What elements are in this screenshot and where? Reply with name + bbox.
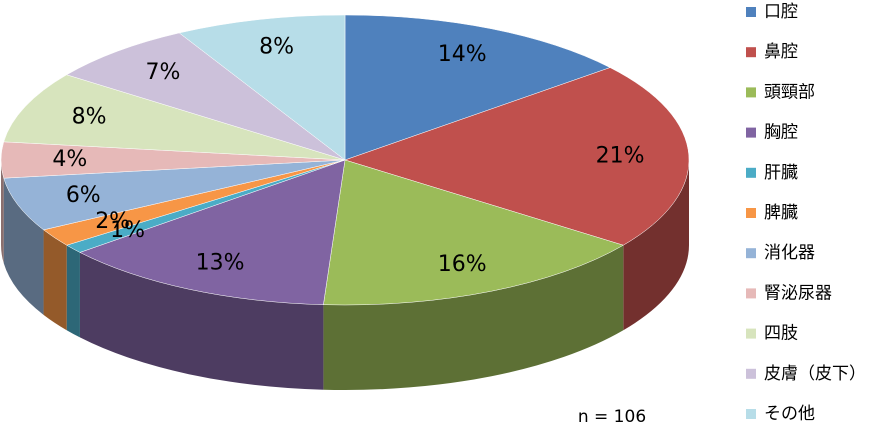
data-label: 2% [95,209,130,234]
data-label: 13% [196,250,245,275]
pie-side [1,160,4,264]
legend-label: 肝臓 [764,163,798,183]
legend-swatch [746,248,756,259]
legend-swatch [746,368,756,379]
pie-side [323,245,624,390]
legend-swatch [746,208,756,218]
legend-swatch [746,409,756,419]
pie-slice [178,14,346,161]
legend-swatch [746,167,756,178]
annotation: n = 106 [578,407,646,427]
legend-swatch [746,47,756,58]
data-label: 14% [438,42,487,67]
pie-slice [344,14,611,161]
data-labels: 14% 21% 16% 13% 1%2%6% 4% 8% 7% 8% [52,35,644,277]
data-label: 8% [72,104,107,129]
legend-label: 四肢 [764,324,798,344]
data-label: 4% [52,147,87,172]
pie-slice [3,74,346,161]
pie-side [43,229,67,331]
pie-side [79,252,324,390]
data-label: 21% [596,143,645,168]
legend-label: 皮膚（皮下） [764,364,866,384]
pie-side [66,245,80,338]
pie-tops [0,14,690,306]
data-label: 8% [259,35,294,60]
data-label: 7% [146,60,181,85]
pie-slice [79,159,346,305]
legend-label: 腎泌尿器 [764,283,832,303]
pie-side [623,160,689,331]
legend-label: 消化器 [764,243,815,263]
legend-swatch [746,288,756,299]
legend-label: 脾臓 [764,203,798,223]
pie-slice [323,159,624,306]
legend-label: 口腔 [764,2,798,22]
legend-label: その他 [764,404,815,424]
legend-label: 鼻腔 [764,42,798,62]
legend-swatch [746,87,756,98]
legend-swatch [746,328,756,339]
legend-label: 頭頸部 [764,82,815,102]
data-label: 1% [110,218,145,243]
pie-side [3,178,44,315]
pie-sides [1,160,689,390]
legend-swatch [746,127,756,138]
legend-label: 胸腔 [764,123,798,143]
legend-swatch [746,7,756,17]
data-label: 6% [66,183,101,208]
data-label: 16% [438,252,487,277]
pie-slice [66,32,346,161]
pie-slice [344,67,690,246]
pie-slice [3,159,346,231]
